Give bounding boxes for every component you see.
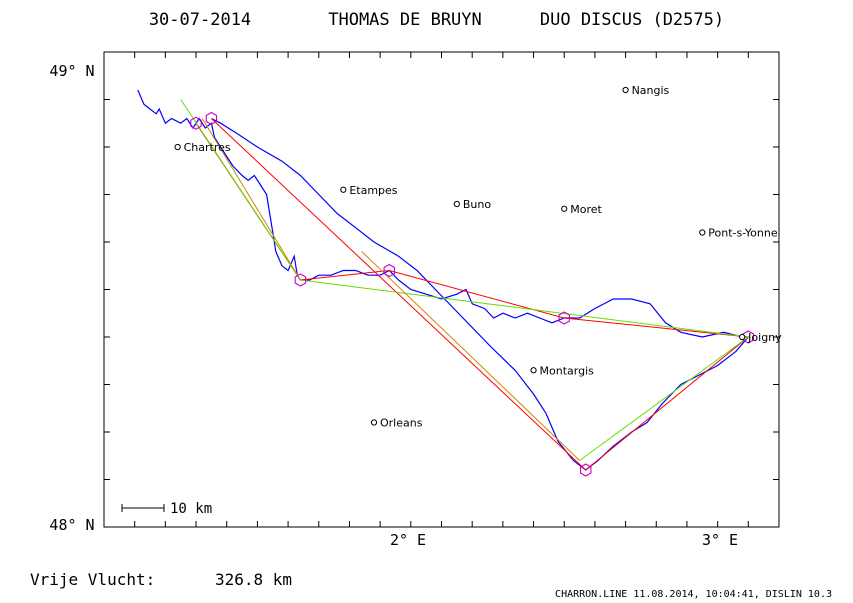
place-label-pont-s-yonne: Pont-s-Yonne: [708, 227, 778, 240]
place-marker-joigny: [739, 333, 746, 341]
place-label-etampes: Etampes: [349, 184, 397, 197]
place-label-buno: Buno: [463, 198, 491, 211]
turnpoint-marker-4: [558, 311, 570, 325]
task-line-0: [195, 118, 750, 471]
place-marker-etampes: [340, 186, 347, 193]
axis-ticks: [103, 51, 780, 528]
place-label-montargis: Montargis: [540, 364, 595, 377]
place-marker-buno: [453, 200, 460, 208]
latitude-label-48n: 48° N: [49, 516, 94, 534]
place-marker-chartres: [174, 143, 181, 151]
place-label-moret: Moret: [570, 203, 602, 216]
place-marker-montargis: [530, 367, 537, 374]
latitude-label-49n: 49° N: [49, 62, 94, 80]
header-glider: DUO DISCUS (D2575): [540, 10, 724, 30]
longitude-label-2e: 2° E: [390, 531, 426, 549]
turnpoint-marker-0: [190, 116, 202, 130]
place-marker-moret: [561, 205, 568, 212]
place-label-orleans: Orleans: [380, 417, 423, 430]
place-marker-nangis: [622, 86, 629, 94]
distance-value: 326.8 km: [215, 570, 292, 589]
turnpoint-marker-3: [383, 263, 396, 278]
turnpoint-marker-2: [294, 273, 307, 287]
flight-track: [137, 89, 750, 471]
task-line-1: [180, 99, 750, 461]
place-marker-pont-s-yonne: [699, 229, 706, 236]
place-label-nangis: Nangis: [632, 84, 670, 97]
task-lines-layer: [180, 99, 750, 471]
header-date: 30-07-2014: [149, 10, 251, 30]
footer-info: CHARRON.LINE 11.08.2014, 10:04:41, DISLI…: [555, 589, 832, 600]
distance-label: Vrije Vlucht:: [30, 570, 155, 589]
longitude-label-3e: 3° E: [702, 531, 738, 549]
task-line-2: [201, 118, 301, 281]
task-line-3: [361, 251, 580, 461]
turnpoint-marker-6: [579, 463, 592, 477]
flight-track-layer: [137, 89, 750, 471]
place-label-joigny: Joigny: [747, 331, 782, 344]
turnpoints-layer: [190, 111, 755, 477]
header-pilot: THOMAS DE BRUYN: [328, 10, 482, 30]
scale-bar: 10 km: [121, 501, 212, 517]
place-label-chartres: Chartres: [184, 141, 231, 154]
scale-bar-label: 10 km: [170, 501, 212, 517]
turnpoint-marker-5: [742, 330, 755, 344]
turnpoint-marker-1: [205, 111, 218, 126]
place-marker-orleans: [370, 419, 378, 426]
places-layer: Nangis Chartres Etampes Buno Moret Pont-s-Yon…: [174, 84, 782, 430]
